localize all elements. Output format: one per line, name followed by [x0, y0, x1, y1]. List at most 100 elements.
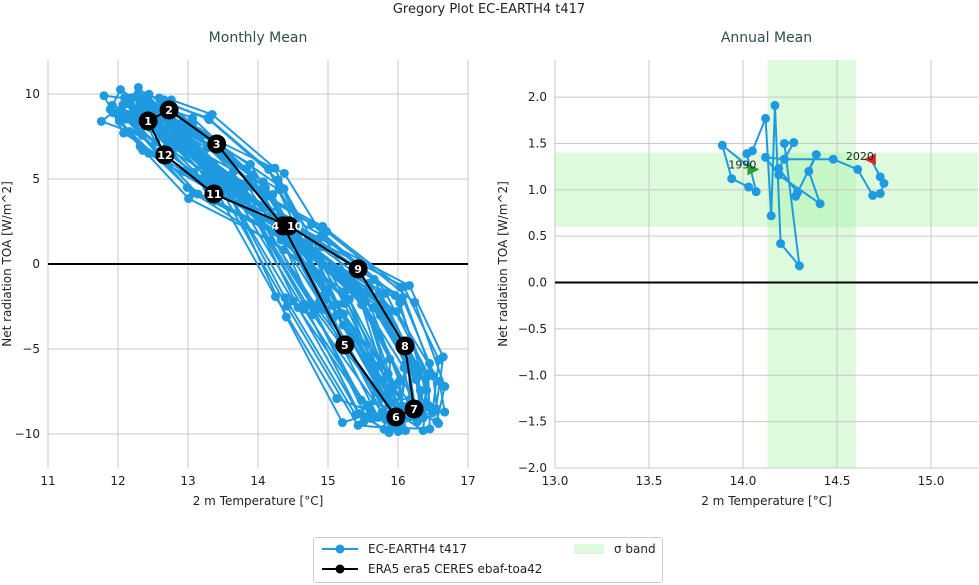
y-tick-label: −1.0: [518, 368, 547, 382]
model-monthly-point: [288, 296, 298, 306]
obs-monthly-point: [207, 134, 227, 154]
model-monthly-point: [206, 171, 216, 181]
model-monthly-point: [119, 93, 129, 103]
obs-month-label: 5: [341, 339, 349, 352]
model-annual-point: [751, 187, 761, 197]
obs-monthly-point: [404, 399, 424, 419]
obs-month-label: 10: [287, 220, 303, 233]
legend-obs-label: ERA5 era5 CERES ebaf-toa42: [368, 562, 543, 576]
y-tick-label: 0: [32, 257, 40, 271]
x-tick-label: 13: [180, 474, 195, 488]
obs-month-label: 9: [354, 263, 362, 276]
axes-title: Annual Mean: [721, 30, 812, 46]
model-annual-point: [774, 170, 784, 180]
x-tick-label: 14.5: [824, 474, 851, 488]
model-monthly-point: [143, 92, 153, 102]
model-monthly-point: [440, 407, 450, 417]
legend-item-obs: ERA5 era5 CERES ebaf-toa42: [322, 562, 542, 576]
model-monthly-point: [361, 412, 371, 422]
model-monthly-point: [270, 163, 280, 173]
x-tick-label: 13.5: [636, 474, 663, 488]
legend-item-model: EC-EARTH4 t417: [322, 542, 467, 556]
obs-monthly-point: [395, 336, 415, 356]
model-annual-point: [776, 239, 786, 249]
model-annual-point: [811, 150, 821, 160]
x-tick-label: 17: [460, 474, 475, 488]
obs-month-label: 1: [144, 115, 152, 128]
obs-month-label: 6: [392, 411, 400, 424]
obs-monthly-point: [138, 111, 158, 131]
model-monthly-point: [182, 182, 192, 192]
model-annual-point: [717, 140, 727, 150]
model-monthly-point: [96, 116, 106, 126]
end-year-marker: [863, 153, 876, 166]
model-monthly-point: [314, 233, 324, 243]
obs-monthly-point: [204, 184, 224, 204]
model-monthly-point: [411, 375, 421, 385]
model-monthly-point: [432, 417, 442, 427]
x-tick-label: 16: [390, 474, 405, 488]
y-tick-label: 5: [32, 172, 40, 186]
y-tick-label: −2.0: [518, 461, 547, 475]
obs-monthly-point: [348, 259, 368, 279]
model-annual-point: [727, 174, 737, 184]
obs-monthly-point: [155, 145, 175, 165]
y-axis-label: Net radiation TOA [W/m^2]: [0, 181, 14, 347]
model-annual-point: [779, 154, 789, 164]
model-monthly-point: [394, 376, 404, 386]
model-monthly-point: [144, 148, 154, 158]
figure-title: Gregory Plot EC-EARTH4 t417: [393, 2, 585, 17]
model-annual-point: [815, 199, 825, 209]
model-monthly-point: [280, 293, 290, 303]
obs-month-label: 4: [271, 220, 279, 233]
x-tick-label: 12: [110, 474, 125, 488]
model-monthly-point: [384, 428, 394, 438]
model-annual-point: [853, 164, 863, 174]
model-monthly-point: [431, 404, 441, 414]
y-tick-label: −10: [15, 427, 40, 441]
y-tick-label: −0.5: [518, 322, 547, 336]
legend-model-label: EC-EARTH4 t417: [368, 542, 467, 556]
model-monthly-point: [425, 358, 435, 368]
x-tick-label: 11: [40, 474, 55, 488]
model-monthly-point: [108, 108, 118, 118]
legend-obs-swatch: [322, 564, 358, 574]
sigma-band-temperature: [767, 60, 856, 468]
model-monthly-point: [120, 109, 130, 119]
model-monthly-point: [397, 293, 407, 303]
model-annual-point: [774, 163, 784, 173]
axes-1: Annual Mean 13.0 13.5 14.0 14.5 15.0 2.0 1.5 1.0…: [496, 30, 978, 508]
model-monthly-point: [391, 307, 401, 317]
model-annual-point: [794, 261, 804, 271]
model-monthly-point: [279, 168, 289, 178]
obs-month-label: 12: [157, 149, 172, 162]
model-annual-point: [770, 100, 780, 110]
model-monthly-point: [404, 281, 414, 291]
legend-item-band: σ band: [574, 542, 656, 556]
x-tick-label: 15.0: [918, 474, 945, 488]
model-annual-point: [779, 138, 789, 148]
x-axis-label: 2 m Temperature [°C]: [701, 494, 832, 508]
model-monthly-point: [204, 115, 214, 125]
model-monthly-point: [155, 95, 165, 105]
y-axis-label: Net radiation TOA [W/m^2]: [496, 181, 510, 347]
axes-title: Monthly Mean: [209, 30, 308, 46]
model-monthly-point: [281, 312, 291, 322]
x-tick-label: 15: [320, 474, 335, 488]
obs-month-label: 7: [410, 403, 418, 416]
x-tick-label: 14: [250, 474, 265, 488]
y-tick-label: 10: [25, 87, 40, 101]
x-tick-label: 13.0: [542, 474, 569, 488]
model-annual-point: [875, 189, 885, 199]
model-annual-point: [747, 146, 757, 156]
model-monthly-point: [268, 190, 278, 200]
obs-month-label: 3: [213, 138, 221, 151]
model-annual-point: [875, 172, 885, 182]
model-annual-point: [804, 166, 814, 176]
model-monthly-point: [337, 418, 347, 428]
model-monthly-point: [164, 122, 174, 132]
model-monthly-point: [438, 352, 448, 362]
